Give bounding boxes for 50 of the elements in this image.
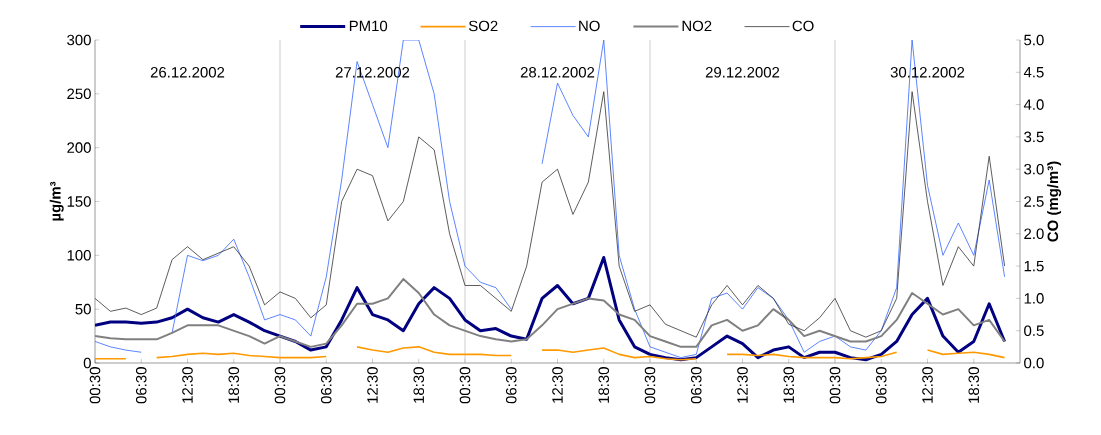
x-tick-label: 06:30 [690,367,702,404]
y-tick-label: 100 [67,250,91,261]
y2-tick-label: 0.0 [1024,357,1044,369]
y2-tick-label: 3.0 [1024,163,1044,175]
x-tick-label: 12:30 [922,367,933,403]
annotation: 29.12.2002 [705,67,780,78]
y-tick-label: 200 [67,142,91,153]
x-tick-label: 12:30 [367,367,378,403]
y-tick-label: 250 [67,88,91,100]
y2-tick-label: 4.0 [1023,99,1044,110]
legend-label: CO [792,20,814,32]
x-tick-label: 18:30 [228,367,240,403]
annotation: 26.12.2002 [150,67,225,78]
x-tick-label: 12:30 [182,367,193,403]
x-tick-label: 18:30 [968,367,980,403]
x-tick-label: 00:30 [274,367,286,404]
x-tick-label: 18:30 [783,367,795,403]
annotation: 27.12.2002 [335,67,410,78]
y-tick-label: 0 [83,357,91,369]
x-tick-label: 06:30 [320,367,332,404]
x-tick-label: 06:30 [505,367,517,404]
y2-tick-label: 1.5 [1024,260,1044,272]
y-axis-title: µg/m³ [49,181,64,221]
y-tick-label: 150 [67,196,91,207]
y-tick-label: 50 [75,303,91,315]
y2-tick-label: 2.0 [1024,228,1044,240]
y2-axis-title: CO (mg/m³) [1047,161,1062,242]
legend-label: NO [579,20,600,32]
x-tick-label: 18:30 [598,367,610,403]
y2-tick-label: 0.5 [1024,325,1044,336]
x-tick-label: 06:30 [875,367,887,404]
annotation: 28.12.2002 [520,67,595,78]
x-tick-label: 18:30 [413,367,425,403]
x-tick-label: 06:30 [135,367,147,404]
y2-tick-label: 5.0 [1024,34,1044,46]
x-tick-label: 00:30 [459,367,471,404]
legend-label: PM10 [349,20,388,32]
x-tick-label: 12:30 [552,367,563,403]
y2-tick-label: 3.5 [1024,131,1044,143]
annotation: 30.12.2002 [890,67,965,78]
x-tick-label: 12:30 [737,367,748,403]
y2-tick-label: 1.0 [1024,293,1044,304]
x-tick-label: 00:30 [644,367,656,404]
x-tick-label: 00:30 [89,367,101,404]
legend-label: NO2 [682,20,712,32]
legend-label: SO2 [468,20,498,32]
y2-tick-label: 2.5 [1024,196,1044,207]
y2-tick-label: 4.5 [1023,67,1044,78]
y-tick-label: 300 [67,34,91,46]
x-tick-label: 00:30 [829,367,841,404]
